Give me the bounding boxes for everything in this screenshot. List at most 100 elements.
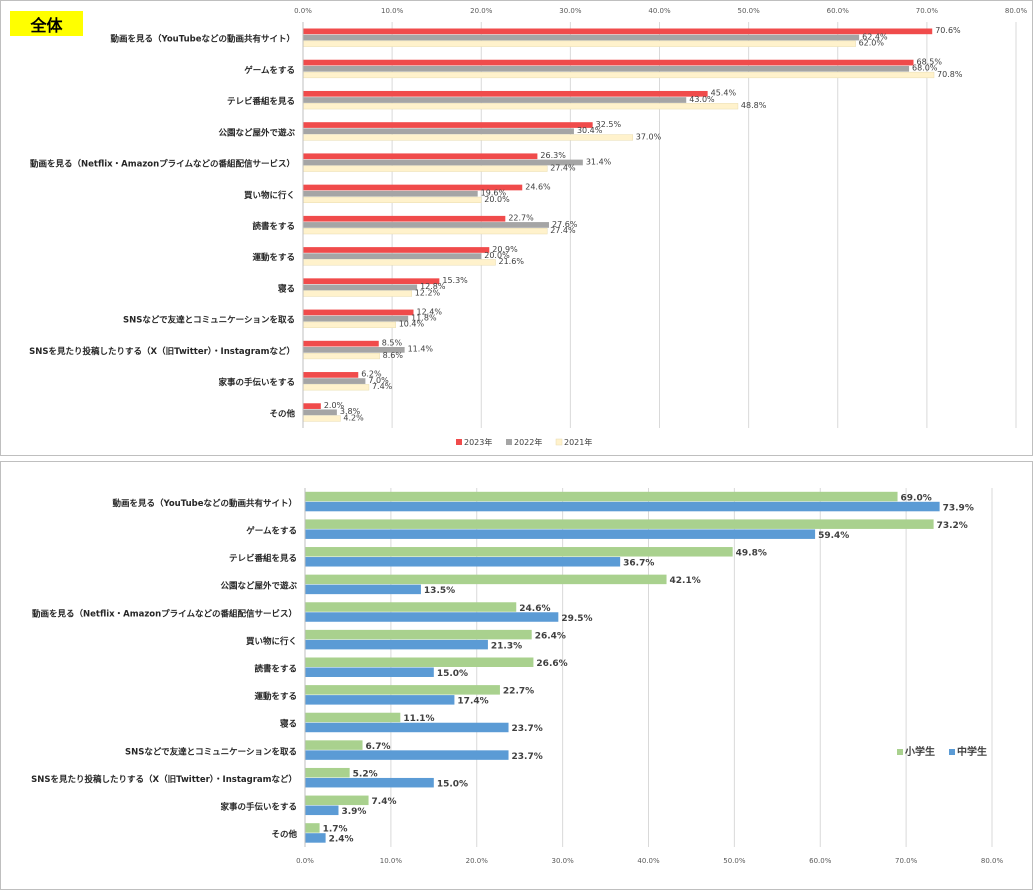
data-label: 27.6%: [552, 220, 578, 229]
bar-中学生: [305, 529, 816, 539]
x-tick-label: 30.0%: [552, 857, 575, 865]
data-label: 15.0%: [437, 779, 468, 789]
x-tick-label: 60.0%: [809, 857, 832, 865]
bar-2021年: [302, 196, 482, 204]
data-label: 20.9%: [492, 245, 518, 254]
bar-2023年: [303, 153, 538, 160]
data-label: 43.0%: [689, 95, 715, 104]
x-tick-label: 40.0%: [648, 7, 671, 15]
data-label: 27.4%: [550, 226, 576, 235]
legend-swatch: [555, 438, 563, 446]
bar-中学生: [305, 501, 940, 512]
x-tick-label: 20.0%: [470, 7, 493, 15]
data-label: 59.4%: [818, 531, 849, 541]
bar-2022年: [303, 347, 405, 353]
data-label: 6.7%: [366, 742, 391, 752]
bar-2023年: [303, 278, 440, 285]
x-tick-label: 10.0%: [380, 857, 403, 865]
legend-swatch: [506, 439, 512, 445]
data-label: 6.2%: [361, 370, 382, 379]
data-label: 8.5%: [382, 339, 403, 348]
category-label: 家事の手伝いをする: [218, 377, 295, 388]
bar-中学生: [305, 833, 326, 843]
legend-item: 2021年: [564, 437, 592, 447]
data-label: 22.7%: [508, 214, 534, 223]
bar-小学生: [305, 657, 534, 667]
bar-中学生: [305, 612, 559, 622]
bar-2021年: [302, 321, 396, 328]
bar-2021年: [302, 40, 856, 47]
bar-2023年: [303, 403, 321, 409]
x-tick-label: 10.0%: [381, 7, 404, 15]
data-label: 12.2%: [415, 288, 441, 297]
legend-swatch: [949, 749, 955, 755]
bar-2023年: [303, 122, 593, 128]
bar-2022年: [303, 190, 478, 197]
data-label: 70.6%: [935, 26, 961, 35]
category-label: 買い物に行く: [246, 636, 297, 647]
bar-中学生: [305, 805, 339, 816]
data-label: 19.6%: [481, 189, 507, 198]
x-tick-label: 20.0%: [466, 857, 489, 865]
category-label: 運動をする: [252, 252, 295, 263]
data-label: 12.4%: [417, 307, 443, 316]
bar-2021年: [302, 384, 370, 391]
bar-2023年: [303, 247, 490, 253]
bar-2022年: [303, 409, 337, 416]
data-label: 30.4%: [577, 126, 603, 135]
overall-chart: 0.0% 10.0% 20.0% 30.0% 40.0% 50.0% 60.0% 70.0% 8…: [29, 7, 1027, 447]
bar-2023年: [303, 28, 933, 35]
data-label: 2.0%: [324, 401, 345, 410]
bar-小学生: [305, 823, 320, 833]
bar-2021年: [302, 71, 935, 79]
category-label: 動画を見る（YouTubeなどの動画共有サイト）: [110, 34, 295, 45]
data-label: 24.6%: [525, 182, 551, 191]
data-label: 10.4%: [399, 320, 425, 329]
bar-小学生: [305, 712, 401, 723]
bar-中学生: [305, 695, 455, 705]
legend-swatch: [897, 749, 903, 755]
legend-item: 小学生: [904, 745, 935, 758]
x-tick-label: 30.0%: [559, 7, 582, 15]
category-label: その他: [271, 829, 297, 840]
bar-2022年: [303, 34, 860, 41]
category-label: その他: [269, 408, 295, 419]
legend-swatch: [456, 439, 462, 445]
bar-小学生: [305, 547, 733, 557]
x-tick-label: 0.0%: [296, 857, 314, 865]
data-label: 3.9%: [341, 807, 366, 817]
data-label: 8.6%: [383, 351, 404, 360]
data-label: 48.8%: [741, 101, 767, 110]
data-label: 42.1%: [670, 576, 701, 586]
x-tick-label: 50.0%: [738, 7, 761, 15]
data-label: 15.0%: [437, 669, 468, 679]
bar-2023年: [303, 340, 379, 347]
data-label: 11.1%: [403, 714, 434, 724]
category-label: ゲームをする: [246, 525, 297, 536]
data-label: 49.8%: [736, 549, 767, 559]
data-label: 20.0%: [484, 251, 510, 260]
bar-2021年: [302, 415, 341, 422]
data-label: 23.7%: [512, 752, 543, 762]
bar-2023年: [303, 90, 708, 97]
data-label: 4.2%: [343, 413, 364, 422]
x-tick-label: 60.0%: [827, 7, 850, 15]
category-label: SNSを見たり投稿したりする（X（旧Twitter）・Instagramなど）: [29, 346, 295, 357]
data-label: 11.4%: [408, 345, 434, 354]
bar-小学生: [305, 740, 363, 750]
chart-panel-overall: 全体 0.0% 10.0% 20.0% 30.0% 40.0% 50.0% 60.0% 70.…: [0, 0, 1033, 456]
data-label: 68.0%: [912, 64, 938, 73]
legend-item: 2022年: [514, 437, 542, 447]
data-label: 62.0%: [859, 39, 885, 48]
bar-小学生: [305, 767, 350, 778]
data-label: 5.2%: [353, 769, 378, 779]
data-label: 26.6%: [536, 659, 567, 669]
bar-2022年: [303, 378, 366, 384]
data-label: 15.3%: [442, 276, 468, 285]
bar-2022年: [303, 284, 418, 291]
category-label: 寝る: [277, 283, 295, 294]
legend-item: 2023年: [464, 437, 492, 447]
data-label: 2.4%: [329, 835, 354, 845]
x-tick-label: 0.0%: [294, 7, 312, 15]
bar-2022年: [303, 97, 687, 103]
